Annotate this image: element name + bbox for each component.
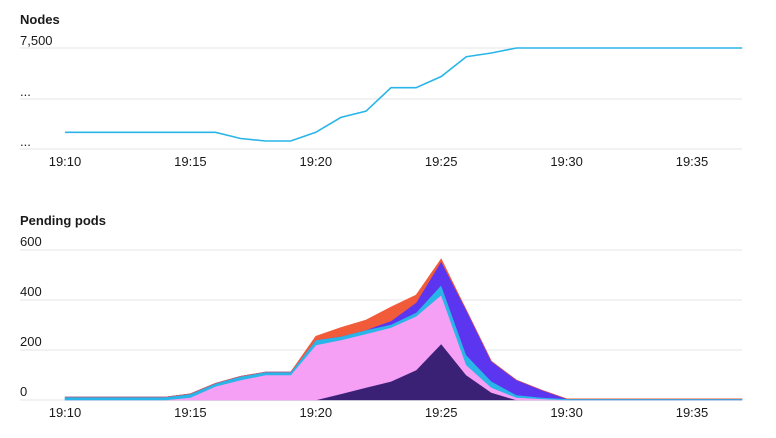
- nodes-x-tick: 19:35: [676, 154, 709, 169]
- pending-pods-chart-title: Pending pods: [20, 213, 106, 228]
- nodes-x-tick: 19:20: [300, 154, 333, 169]
- pods-x-tick: 19:25: [425, 405, 458, 420]
- pods-y-tick: 600: [20, 234, 42, 249]
- nodes-x-tick: 19:10: [49, 154, 82, 169]
- nodes-chart: 7,500...... 19:10 19:15 19:20 19:25 19:30 19:3…: [20, 33, 743, 169]
- nodes-chart-title: Nodes: [20, 12, 60, 27]
- pods-y-tick: 0: [20, 384, 27, 399]
- pods-y-tick: 400: [20, 284, 42, 299]
- nodes-y-tick: ...: [20, 134, 31, 149]
- nodes-x-tick: 19:30: [550, 154, 583, 169]
- pods-x-tick: 19:35: [676, 405, 709, 420]
- pods-area-series-5: [65, 258, 743, 400]
- pods-y-tick: 200: [20, 334, 42, 349]
- pods-x-tick: 19:10: [49, 405, 82, 420]
- nodes-x-tick: 19:15: [174, 154, 207, 169]
- pods-x-tick: 19:30: [550, 405, 583, 420]
- pods-x-tick: 19:20: [300, 405, 333, 420]
- pods-x-tick: 19:15: [174, 405, 207, 420]
- nodes-series-line: [65, 47, 743, 142]
- nodes-y-tick: ...: [20, 84, 31, 99]
- nodes-x-tick: 19:25: [425, 154, 458, 169]
- nodes-y-tick: 7,500: [20, 33, 53, 48]
